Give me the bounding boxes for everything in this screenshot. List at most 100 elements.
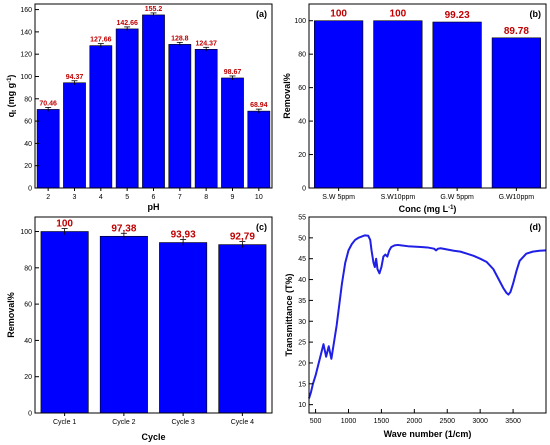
chart-panel-b: 100 S.W 5ppm 100 S.W10ppm 99.23 G.W 5ppm 89.78… [282, 3, 547, 214]
plot-frame-d [308, 216, 547, 414]
data-label: 94.37 [66, 74, 84, 81]
y-axis-title: Removal% [282, 73, 292, 119]
data-label: 100 [330, 9, 347, 20]
y-tick-label: 40 [298, 119, 306, 126]
y-tick-label: 40 [24, 338, 32, 345]
x-tick-label: 6 [152, 194, 156, 201]
data-label: 128.8 [171, 35, 189, 42]
x-tick-label: 9 [231, 194, 235, 201]
y-tick-label: 0 [28, 186, 32, 193]
bar [40, 231, 89, 414]
y-tick-label: 100 [294, 18, 306, 25]
y-axis-title-main: q [6, 112, 16, 118]
x-axis-title-end: ) [453, 204, 456, 214]
x-axis-title: Conc (mg L-1) [399, 204, 457, 214]
bar [159, 242, 208, 414]
y-tick-label: 80 [24, 96, 32, 103]
data-label: 68.94 [250, 102, 268, 109]
y-axis-title: Removal% [6, 292, 16, 338]
data-label: 70.46 [39, 100, 57, 107]
bar [99, 235, 148, 414]
x-tick-label: Cycle 2 [112, 419, 135, 426]
y-tick-label: 0 [302, 186, 306, 193]
y-tick-label: 140 [20, 29, 32, 36]
x-axis-title-sup: -1 [448, 205, 454, 211]
x-tick-label: Cycle 3 [171, 419, 194, 426]
x-tick-label: G.W 5ppm [440, 194, 474, 201]
y-tick-label: 100 [20, 229, 32, 236]
data-label: 92,79 [230, 232, 255, 243]
y-tick-label: 45 [298, 256, 306, 263]
y-tick-label: 20 [24, 374, 32, 381]
y-tick-label: 10 [298, 402, 306, 409]
bar [115, 28, 139, 189]
x-tick-label: 3500 [505, 418, 521, 425]
panel-label-c: (c) [256, 222, 267, 232]
x-tick-label: Cycle 1 [53, 419, 76, 426]
bar [432, 21, 482, 189]
chart-panel-a: 70.46 2 94.37 3 127.66 4 142.66 5 155.2 6 128.8 7 12… [6, 3, 273, 212]
y-axis-title-sub: t [12, 110, 18, 112]
y-tick-label: 55 [298, 215, 306, 222]
y-tick-label: 15 [298, 381, 306, 388]
x-axis-title: Wave number (1/cm) [384, 429, 472, 439]
y-tick-label: 60 [24, 302, 32, 309]
x-tick-label: Cycle 4 [231, 419, 254, 426]
bar [373, 20, 423, 189]
panel-label-a: (a) [256, 9, 267, 19]
panel-label-d: (d) [530, 222, 542, 232]
bar [218, 244, 267, 414]
data-label: 124.37 [195, 40, 217, 47]
data-label: 99.23 [445, 10, 470, 21]
data-label: 127.66 [90, 37, 112, 44]
x-tick-label: 2 [46, 194, 50, 201]
x-tick-label: 7 [178, 194, 182, 201]
data-label: 100 [56, 219, 73, 230]
data-label: 97,38 [111, 223, 136, 234]
y-tick-label: 20 [298, 360, 306, 367]
x-tick-label: 1500 [374, 418, 390, 425]
series-line [308, 234, 547, 399]
x-tick-label: 3000 [472, 418, 488, 425]
x-tick-label: G.W10ppm [499, 194, 535, 201]
chart-panel-d: 500 1000 1500 2000 2500 3000 3500 10 15 20 25 30 35 4… [284, 215, 547, 439]
y-tick-label: 100 [20, 74, 32, 81]
x-tick-label: 3 [73, 194, 77, 201]
data-label: 100 [390, 9, 407, 20]
data-label: 89.78 [504, 26, 529, 37]
bar [247, 110, 271, 189]
y-tick-label: 40 [298, 277, 306, 284]
bar [142, 14, 165, 189]
data-label: 142.66 [116, 20, 138, 27]
y-tick-label: 60 [298, 85, 306, 92]
y-axis-title-end: ) [6, 75, 16, 78]
x-tick-label: 4 [99, 194, 103, 201]
y-axis-title: Transmittance (T%) [284, 273, 294, 356]
x-axis-title: pH [148, 202, 160, 212]
x-tick-label: 5 [125, 194, 129, 201]
bar [63, 82, 86, 189]
y-tick-label: 50 [298, 235, 306, 242]
panel-label-b: (b) [530, 9, 542, 19]
bar [314, 20, 364, 189]
bar [168, 44, 192, 189]
y-tick-label: 0 [28, 411, 32, 418]
plot-frame-b [308, 3, 547, 189]
bar [89, 45, 113, 189]
y-axis-title-sup: -1 [7, 77, 13, 83]
x-tick-label: 2000 [407, 418, 423, 425]
data-label: 155.2 [145, 6, 163, 13]
y-tick-label: 20 [298, 152, 306, 159]
y-tick-label: 35 [298, 298, 306, 305]
x-tick-label: 1000 [341, 418, 357, 425]
y-tick-label: 30 [298, 319, 306, 326]
x-tick-label: 10 [255, 194, 263, 201]
y-tick-label: 20 [24, 163, 32, 170]
chart-panel-c: 100 Cycle 1 97,38 Cycle 2 93,93 Cycle 3 92,79 C… [6, 216, 273, 442]
plot-frame-c [34, 216, 273, 414]
y-tick-label: 80 [24, 265, 32, 272]
y-tick-label: 60 [24, 119, 32, 126]
y-axis-title-rest: (mg g [6, 83, 16, 110]
x-axis-title-main: Conc (mg L [399, 204, 449, 214]
